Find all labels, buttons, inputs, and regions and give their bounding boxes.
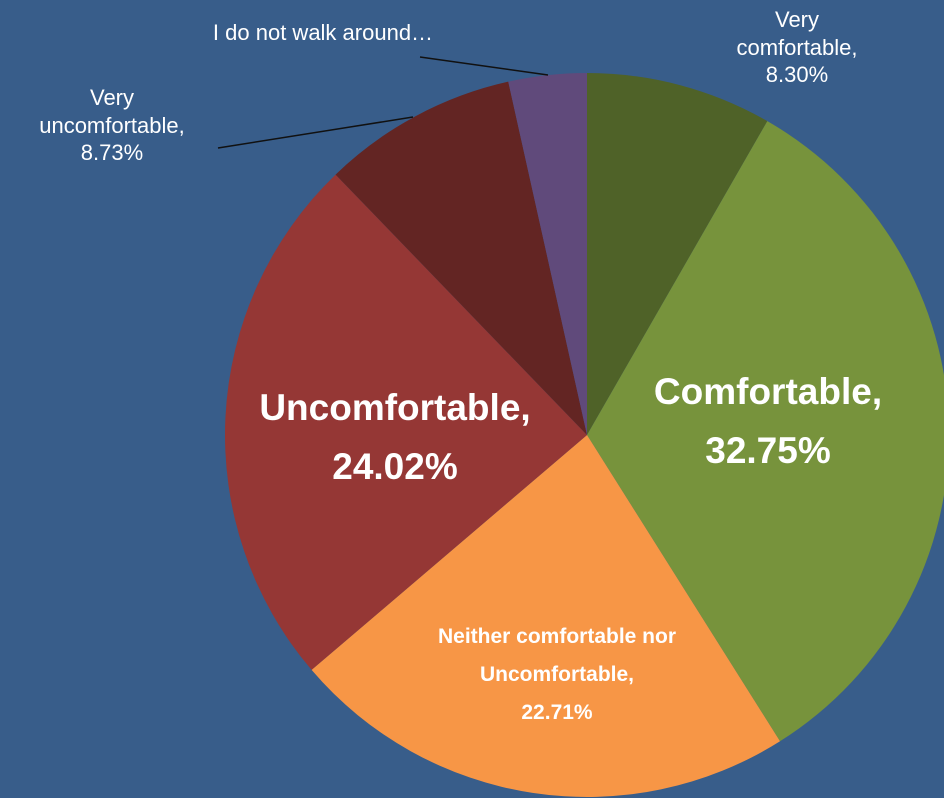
data-label: I do not walk around… <box>163 19 483 47</box>
data-label: Comfortable 32.75% <box>618 362 918 480</box>
value-label: 24.02% <box>332 446 458 488</box>
pie-slice <box>587 121 944 742</box>
category-label: Very uncomfortable <box>39 85 185 138</box>
category-label: I do not walk around… <box>212 20 434 45</box>
pie-slice <box>335 81 587 436</box>
data-label: Neither comfortable nor Uncomfortable 22.… <box>432 618 682 731</box>
pie-slice <box>224 174 587 670</box>
data-label: Very uncomfortable8.73% <box>20 84 205 167</box>
value-label: 8.73% <box>80 140 144 165</box>
value-label: 22.71% <box>521 700 593 724</box>
category-label: Comfortable <box>654 371 882 412</box>
data-label: Uncomfortable 24.02% <box>245 378 545 496</box>
pie-slice <box>508 73 587 435</box>
category-label: Neither comfortable nor Uncomfortable <box>438 625 676 686</box>
data-label: Very comfortable8.30% <box>712 6 882 89</box>
value-label: 32.75% <box>705 430 831 472</box>
leader-line <box>419 56 549 76</box>
pie-slice <box>587 73 768 435</box>
pie-slice <box>311 435 781 797</box>
category-label: Very comfortable <box>736 7 857 60</box>
category-label: Uncomfortable <box>259 387 530 428</box>
value-label: 8.30% <box>765 62 829 87</box>
leader-line <box>217 116 414 149</box>
